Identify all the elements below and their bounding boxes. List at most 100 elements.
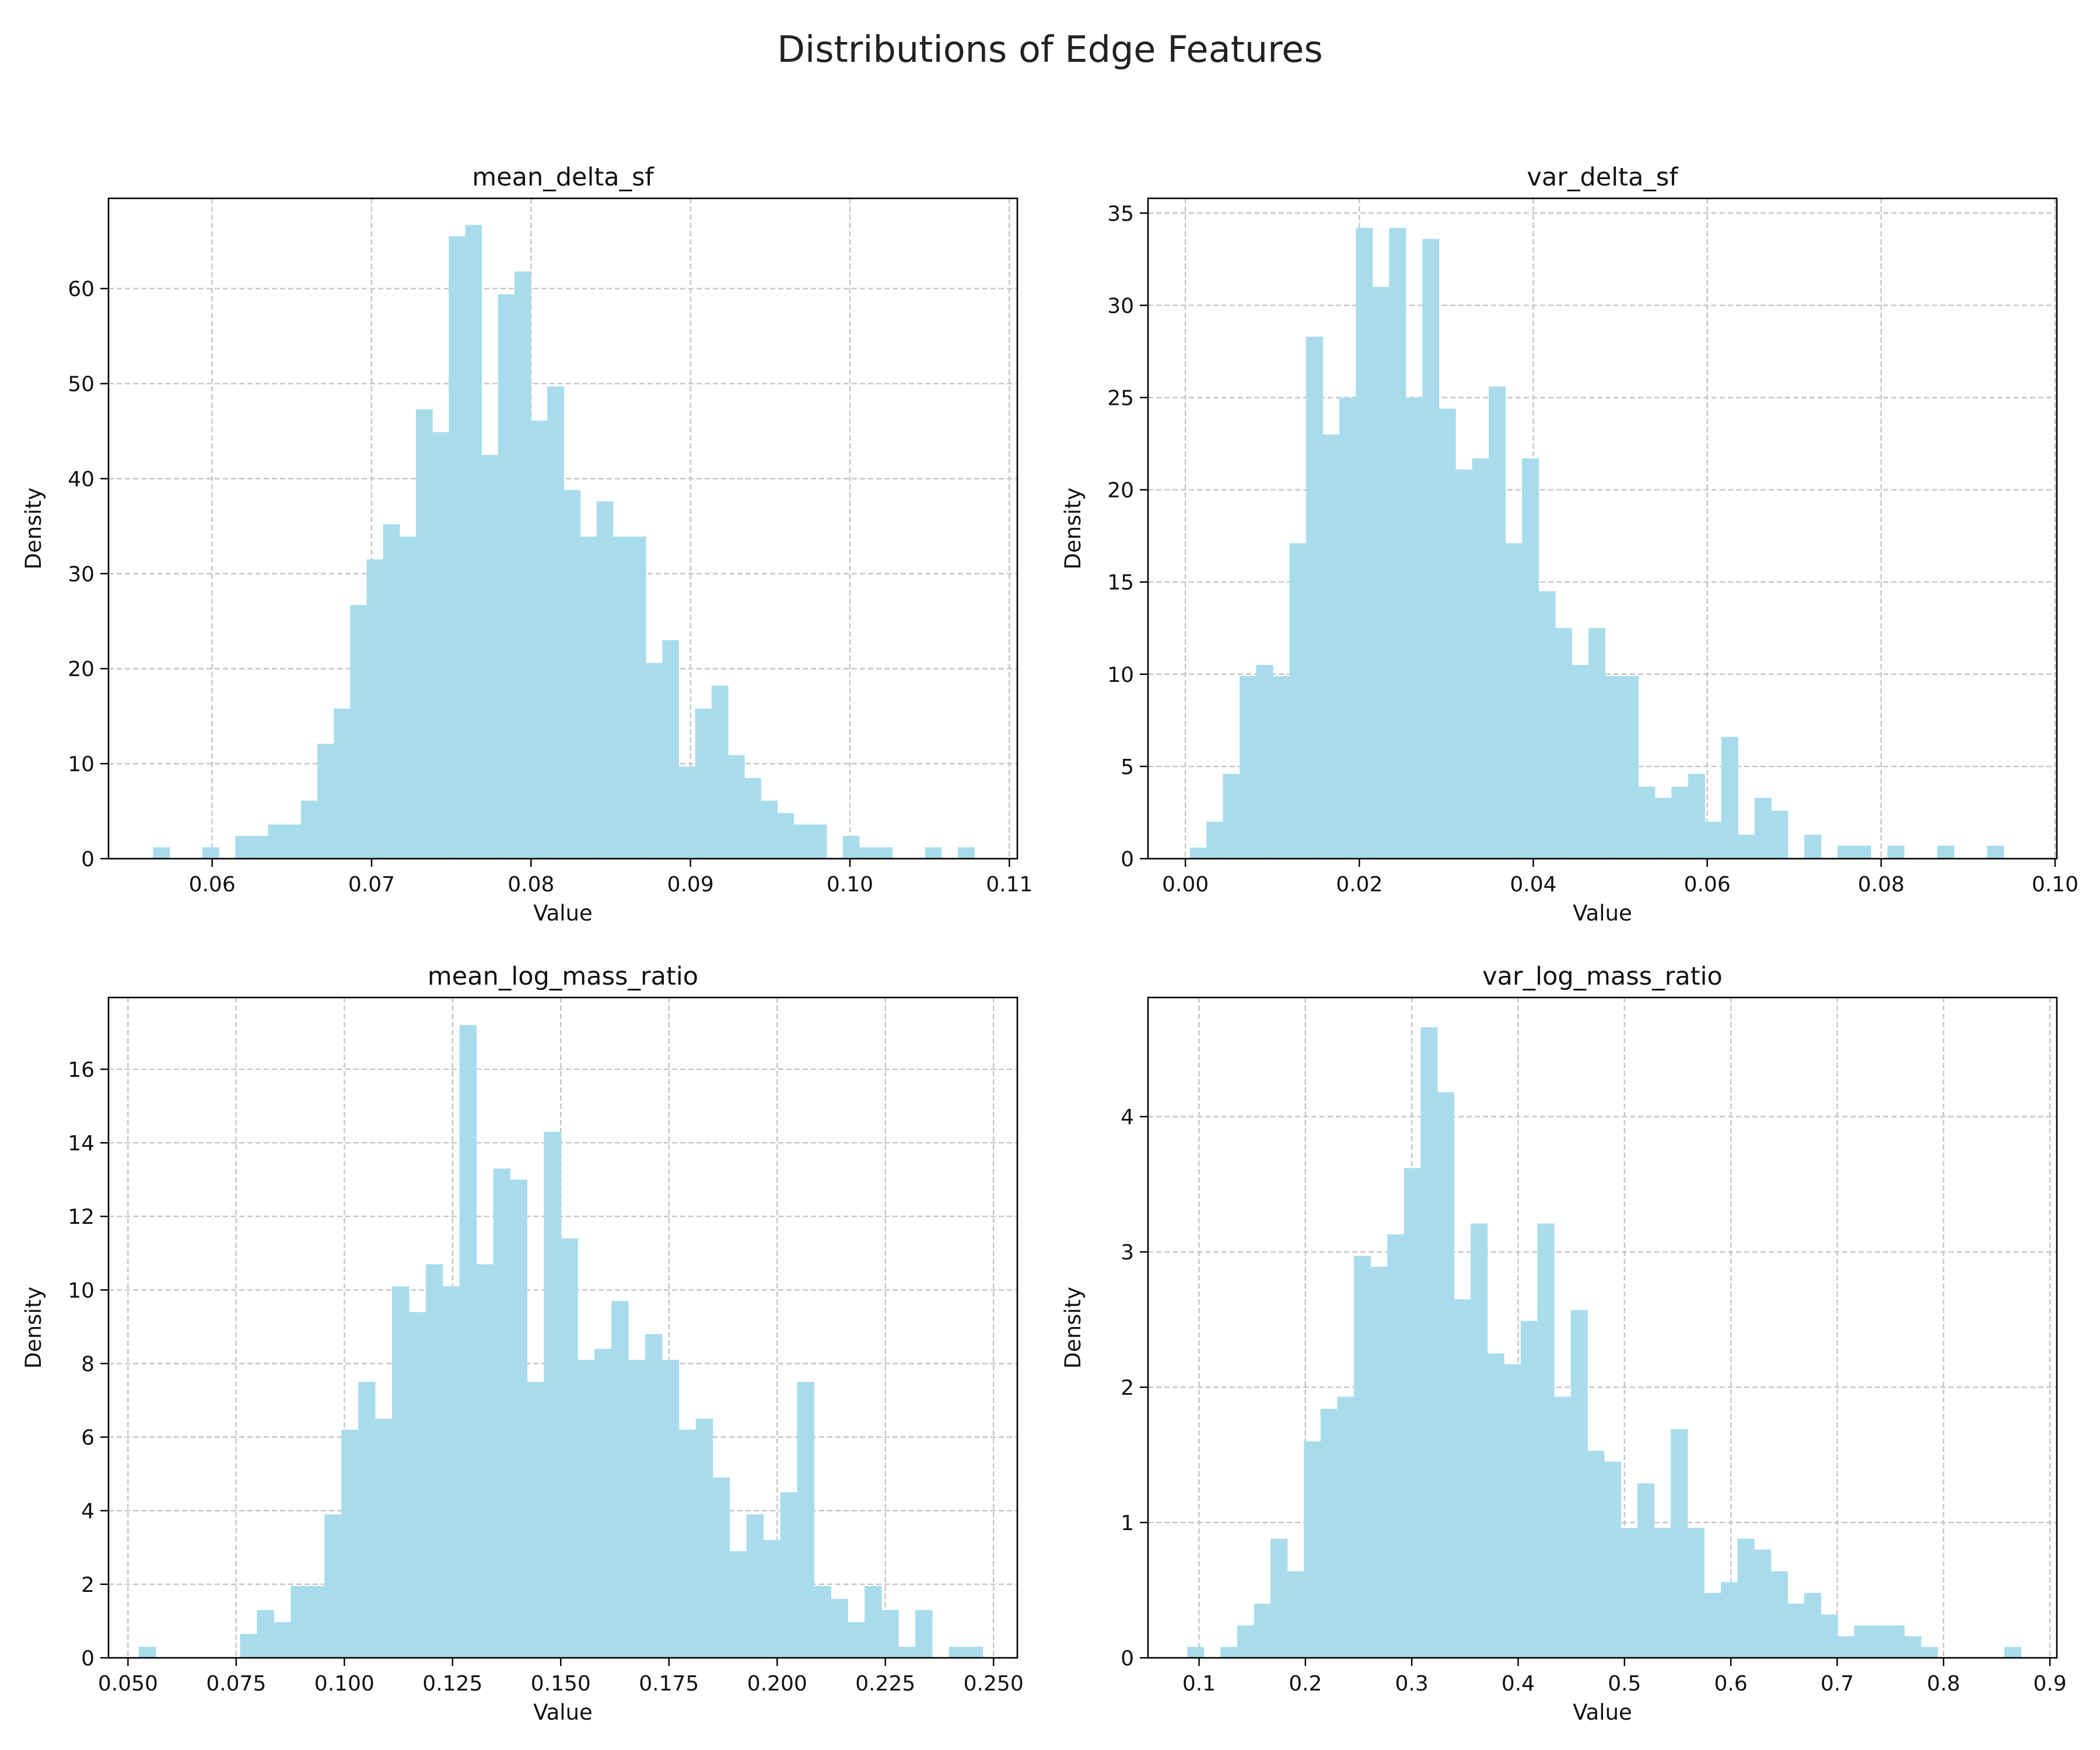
histogram-bar xyxy=(1537,1223,1555,1658)
y-tick-label: 4 xyxy=(81,1500,94,1524)
histogram-bar xyxy=(1454,1299,1471,1658)
histogram-bar xyxy=(1871,1625,1888,1658)
histogram-bar xyxy=(1921,1647,1938,1658)
histogram-bar xyxy=(1738,834,1755,859)
histogram-bar xyxy=(777,813,794,859)
histogram-bar xyxy=(1904,1636,1922,1658)
histogram-bar xyxy=(814,1586,831,1658)
histogram-bar xyxy=(493,1168,511,1658)
histogram-bar xyxy=(1189,848,1207,859)
histogram-bar xyxy=(300,800,318,859)
x-tick-label: 0.10 xyxy=(2032,873,2078,897)
histogram-bar xyxy=(1455,469,1473,859)
histogram-bar xyxy=(965,1647,984,1658)
histogram-bar xyxy=(1206,821,1224,859)
x-tick-label: 0.00 xyxy=(1162,873,1209,897)
histogram-bar xyxy=(925,847,942,859)
x-tick-label: 0.08 xyxy=(1858,873,1905,897)
histogram-bar xyxy=(449,236,466,859)
histogram-bar xyxy=(1688,774,1705,859)
histogram-bar xyxy=(678,1430,696,1658)
histogram-bar xyxy=(729,1551,747,1658)
histogram-bar xyxy=(1471,1223,1488,1658)
histogram-bar xyxy=(881,1610,899,1658)
histogram-bar xyxy=(1671,786,1689,859)
histogram-bar xyxy=(1671,1429,1688,1658)
histogram-bar xyxy=(695,1419,713,1658)
histogram-bar xyxy=(1587,1451,1605,1658)
histogram-bar xyxy=(1387,1234,1405,1658)
histogram-bar xyxy=(1420,1027,1438,1658)
histogram-bar xyxy=(1604,1461,1622,1658)
histogram-bar xyxy=(1504,1364,1521,1658)
x-tick-label: 0.175 xyxy=(639,1672,699,1696)
histogram-bar xyxy=(842,835,860,859)
histogram-bar xyxy=(1489,386,1506,859)
histogram-bar xyxy=(510,1180,528,1658)
histogram-bar xyxy=(1472,458,1489,859)
y-tick-label: 30 xyxy=(1107,294,1134,318)
x-tick-label: 0.09 xyxy=(667,873,714,897)
histogram-bar xyxy=(1854,1625,1871,1658)
y-tick-label: 60 xyxy=(68,278,94,302)
histogram-bar xyxy=(317,743,334,859)
histogram-bar xyxy=(1654,1528,1671,1658)
y-tick-label: 10 xyxy=(68,752,94,776)
y-axis-label: Density xyxy=(1060,1287,1086,1369)
histogram-bar xyxy=(544,1132,561,1658)
histogram-bar xyxy=(561,1238,578,1658)
histogram-bar xyxy=(375,1419,393,1658)
histogram-bar xyxy=(848,1622,865,1658)
y-tick-label: 6 xyxy=(81,1426,94,1450)
y-tick-label: 1 xyxy=(1121,1511,1134,1535)
x-tick-label: 0.06 xyxy=(189,873,236,897)
histogram-bar xyxy=(481,454,499,859)
y-tick-label: 4 xyxy=(1121,1105,1134,1129)
histogram-bar xyxy=(415,409,433,859)
histogram-bar xyxy=(251,835,269,859)
histogram-bar xyxy=(350,605,368,859)
y-tick-label: 15 xyxy=(1107,571,1134,595)
histogram-bar xyxy=(1304,1441,1321,1658)
histogram-bar xyxy=(1520,1321,1538,1658)
subplot-title: mean_log_mass_ratio xyxy=(428,962,698,991)
histogram-bar xyxy=(138,1647,156,1658)
x-axis-label: Value xyxy=(533,901,593,926)
y-tick-label: 0 xyxy=(1121,1647,1134,1671)
histogram-bar xyxy=(646,663,663,859)
y-tick-label: 2 xyxy=(81,1573,94,1597)
histogram-bar xyxy=(1289,543,1307,859)
subplot-mean-log-mass-ratio: 0.050 0.075 0.100 0.125 0.150 0.175 0.200 0.225… xyxy=(21,962,1024,1725)
histogram-bar xyxy=(290,1586,308,1658)
histogram-bar xyxy=(240,1634,258,1658)
histogram-bar xyxy=(763,1540,781,1658)
y-tick-label: 14 xyxy=(68,1132,94,1156)
histogram-bar xyxy=(153,847,170,859)
histogram-bar xyxy=(662,1360,680,1658)
histogram-bar xyxy=(564,490,581,859)
histogram-bar xyxy=(596,501,614,859)
histogram-bar xyxy=(1887,1625,1905,1658)
x-tick-label: 0.200 xyxy=(747,1672,807,1696)
y-tick-label: 12 xyxy=(68,1205,94,1229)
y-tick-label: 20 xyxy=(68,657,94,681)
histogram-bar xyxy=(1337,1396,1354,1658)
histogram-bar xyxy=(1737,1538,1755,1658)
histogram-bar xyxy=(1804,834,1822,859)
histogram-bar xyxy=(1538,591,1556,859)
histogram-bar xyxy=(695,708,712,859)
y-axis-label: Density xyxy=(21,488,46,570)
x-tick-label: 0.100 xyxy=(314,1672,374,1696)
histogram-bar xyxy=(1254,1604,1271,1658)
histogram-bar xyxy=(1937,845,1955,859)
histogram-bar xyxy=(324,1514,342,1658)
y-axis-label: Density xyxy=(1060,488,1086,570)
histogram-bar xyxy=(949,1647,967,1658)
x-axis-label: Value xyxy=(1573,901,1632,926)
subplot-title: mean_delta_sf xyxy=(472,163,654,192)
histogram-bar xyxy=(1838,1636,1855,1658)
x-tick-label: 0.150 xyxy=(531,1672,591,1696)
histogram-bar xyxy=(1638,786,1656,859)
histogram-bar xyxy=(442,1286,460,1658)
y-tick-label: 8 xyxy=(81,1352,94,1376)
